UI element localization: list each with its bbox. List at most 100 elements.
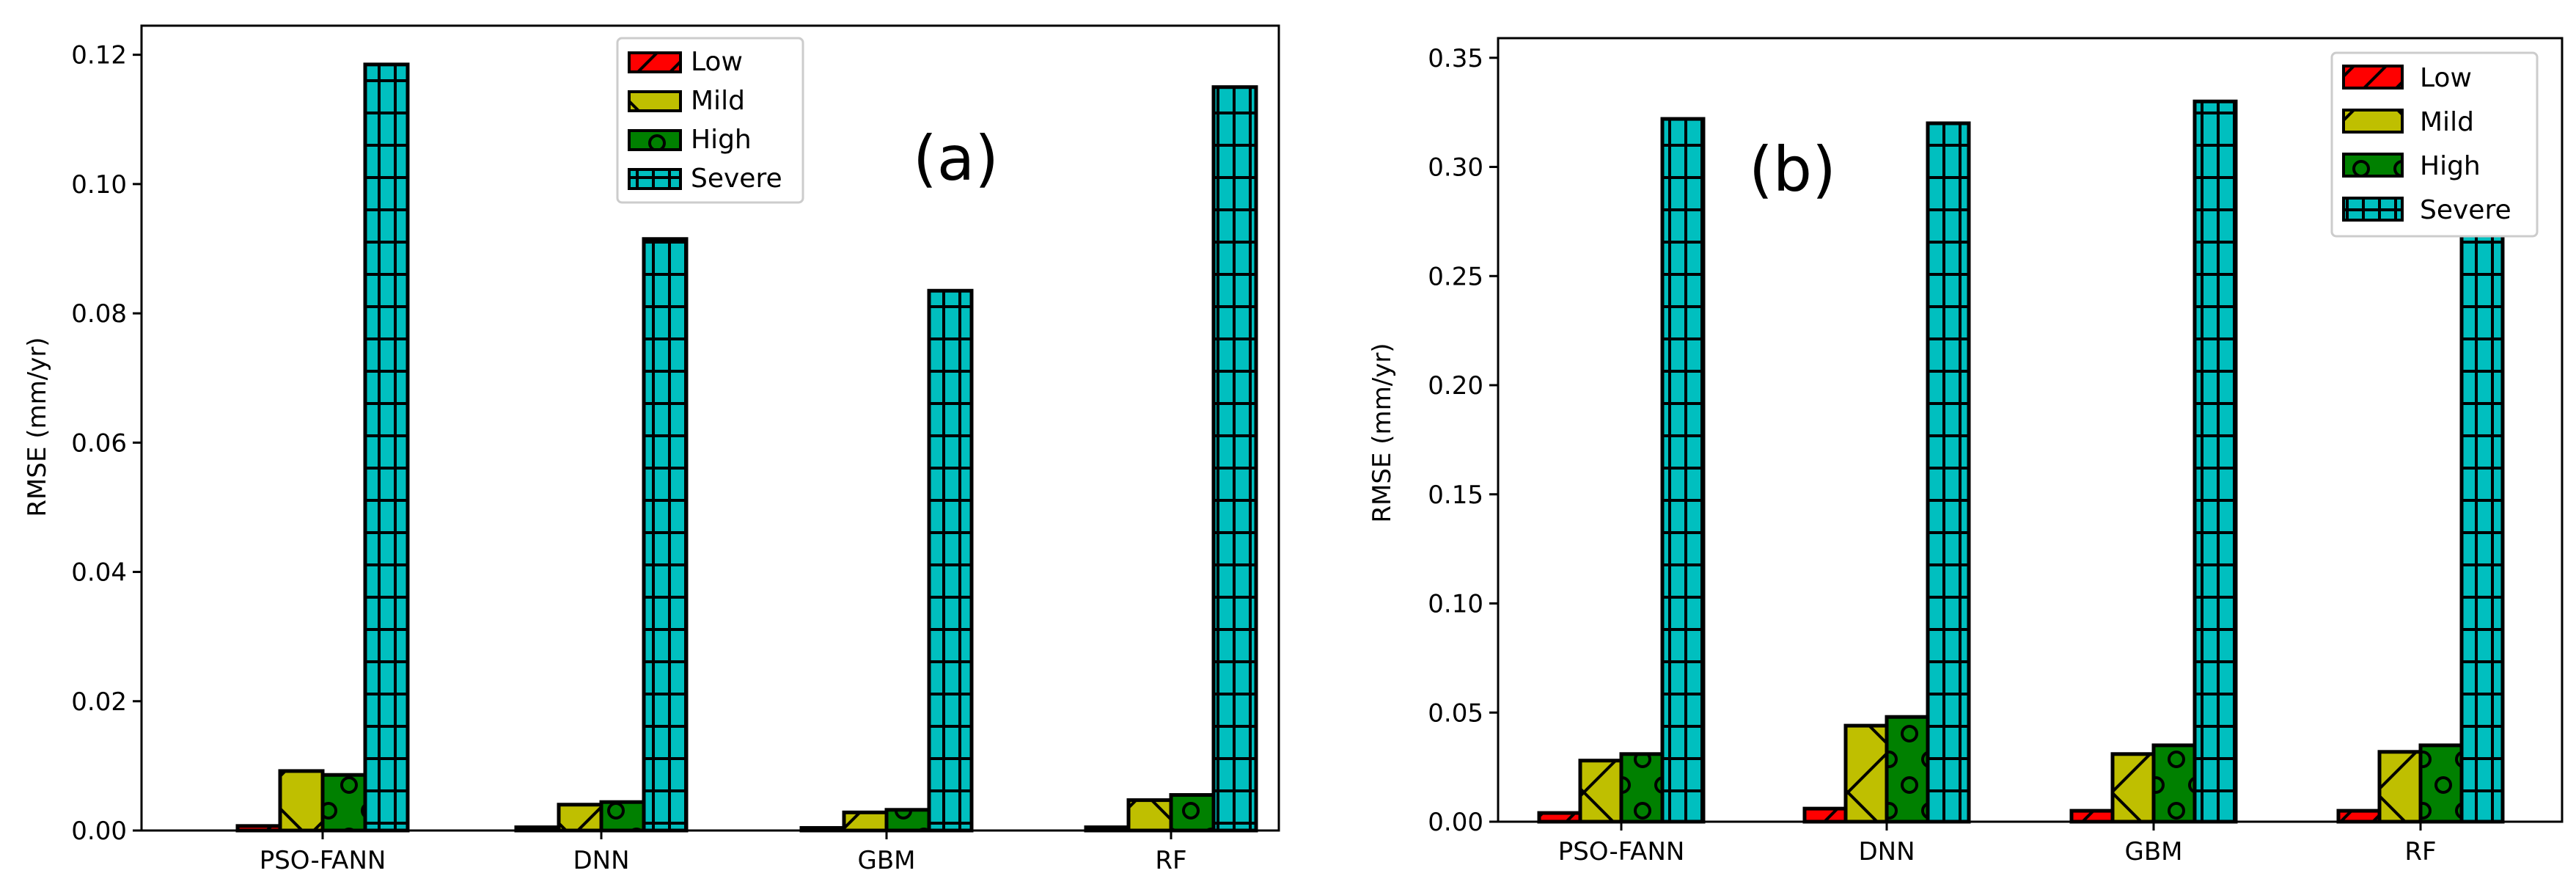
x-axis-ticks: PSO-FANN DNN GBM RF [1558, 822, 2437, 866]
legend-swatch-hatch [2342, 197, 2404, 222]
legend-label: Low [2420, 63, 2472, 93]
y-axis-ticks: 0.00 0.02 0.04 0.06 0.08 0.10 0.12 [71, 41, 142, 846]
x-tick-label: GBM [857, 846, 915, 875]
y-axis-label: RMSE (mm/yr) [23, 337, 52, 516]
panel-label: (a) [913, 123, 999, 194]
bar-severe [363, 62, 410, 833]
bar-severe [642, 237, 689, 833]
bar-mild [1843, 723, 1889, 824]
bar-high [599, 800, 646, 833]
bar-high [320, 773, 367, 833]
legend-item-mild: Mild [628, 86, 745, 116]
bar-hatch [1578, 759, 1623, 824]
bar-hatch [2110, 752, 2156, 824]
legend-label: High [2420, 151, 2481, 181]
bar-hatch [363, 62, 410, 833]
bar-low [2069, 808, 2115, 824]
bar-high [1619, 752, 1665, 824]
x-tick-label: GBM [2124, 837, 2182, 866]
legend-item-severe: Severe [2342, 195, 2511, 225]
bar-mild [557, 803, 603, 833]
x-tick-label: PSO-FANN [260, 846, 386, 875]
bar-hatch [2418, 743, 2464, 824]
bar-mild [1578, 759, 1623, 824]
y-tick-label: 0.25 [1428, 262, 1483, 291]
bars [235, 62, 1258, 833]
bar-severe [927, 288, 974, 833]
bar-severe [1660, 117, 1706, 824]
bar-hatch [1802, 806, 1848, 824]
legend-swatch-hatch [628, 90, 682, 112]
plot-frame [1497, 37, 2564, 823]
y-tick-label: 0.30 [1428, 153, 1483, 183]
y-tick-label: 0.15 [1428, 481, 1483, 510]
legend-label: Severe [691, 164, 782, 194]
bar-hatch [1926, 121, 1971, 824]
legend-item-mild: Mild [2342, 107, 2474, 137]
bar-mild [1126, 798, 1173, 833]
legend-item-severe: Severe [628, 164, 782, 194]
bar-high [884, 808, 931, 833]
legend-frame [2330, 51, 2539, 238]
legend: Low Mild High Severe [2330, 51, 2539, 238]
bar-hatch [927, 288, 974, 833]
y-tick-label: 0.02 [71, 687, 127, 717]
bar-low [2336, 808, 2382, 824]
legend-swatch-hatch [628, 51, 682, 73]
y-tick-label: 0.08 [71, 299, 127, 329]
bar-low [1537, 811, 1582, 824]
bar-hatch [842, 810, 889, 833]
bar-low [1802, 806, 1848, 824]
bar-hatch [1843, 723, 1889, 824]
legend-item-high: High [2342, 151, 2481, 181]
bar-hatch [1660, 117, 1706, 824]
y-tick-label: 0.00 [1428, 808, 1483, 837]
x-tick-label: PSO-FANN [1558, 837, 1685, 866]
legend-item-low: Low [2342, 63, 2472, 93]
bar-hatch [278, 769, 325, 833]
x-tick-label: RF [1155, 846, 1186, 875]
bar-hatch [2336, 808, 2382, 824]
y-tick-label: 0.35 [1428, 44, 1483, 73]
legend-swatch-hatch [2342, 65, 2404, 90]
legend-swatch-hatch [628, 168, 682, 190]
legend-swatch-hatch [2342, 109, 2404, 134]
bar-hatch [1885, 715, 1930, 824]
bar-hatch [2192, 99, 2238, 824]
y-axis-label: RMSE (mm/yr) [1368, 343, 1397, 522]
chart-panel-b: RMSE (mm/yr) 0.00 0.05 0.10 0.15 0.20 0.25 0.3… [1368, 37, 2564, 866]
legend-swatch-hatch [2342, 153, 2404, 178]
x-tick-label: DNN [573, 846, 629, 875]
plot-frame [140, 24, 1280, 832]
y-tick-label: 0.20 [1428, 371, 1483, 401]
x-axis-ticks: PSO-FANN DNN GBM RF [260, 831, 1187, 875]
legend-item-low: Low [628, 47, 743, 77]
legend: Low Mild High Severe [616, 37, 804, 204]
bar-hatch [599, 800, 646, 833]
y-tick-label: 0.10 [1428, 590, 1483, 619]
bar-hatch [557, 803, 603, 833]
legend-label: High [691, 125, 752, 155]
bar-hatch [1126, 798, 1173, 833]
bar-high [2151, 743, 2197, 824]
panel-label: (b) [1749, 134, 1836, 205]
legend-label: Low [691, 47, 743, 77]
legend-label: Mild [2420, 107, 2474, 137]
bar-hatch [2069, 808, 2115, 824]
bar-hatch [2151, 743, 2197, 824]
legend-item-high: High [628, 125, 752, 155]
bar-hatch [320, 773, 367, 833]
bar-hatch [642, 237, 689, 833]
bar-high [2418, 743, 2464, 824]
legend-label: Severe [2420, 195, 2511, 225]
bar-high [1169, 793, 1216, 833]
bar-severe [1926, 121, 1971, 824]
bar-severe [2192, 99, 2238, 824]
bar-severe [1211, 85, 1258, 833]
y-tick-label: 0.10 [71, 170, 127, 200]
bar-mild [278, 769, 325, 833]
x-tick-label: RF [2404, 837, 2436, 866]
bar-hatch [2377, 750, 2423, 824]
y-tick-label: 0.00 [71, 817, 127, 846]
y-tick-label: 0.12 [71, 41, 127, 70]
